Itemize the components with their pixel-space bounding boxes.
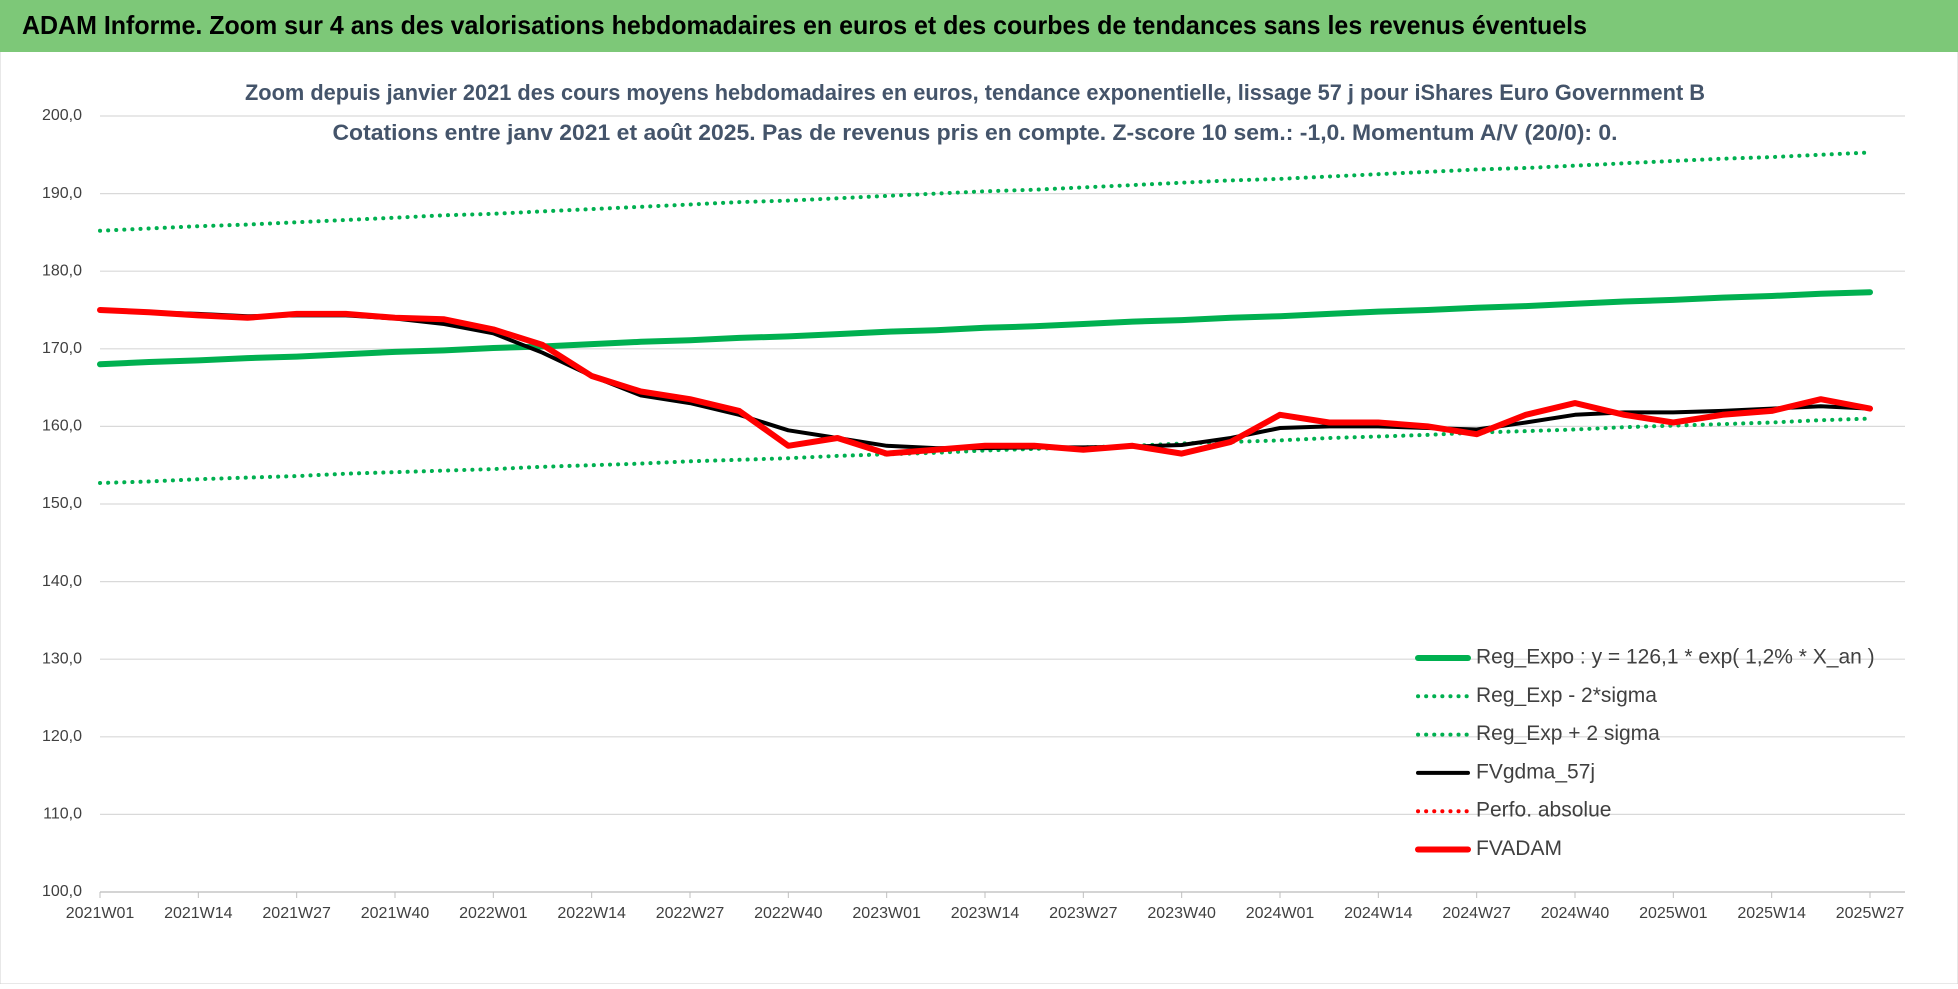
x-tick-label: 2024W27 bbox=[1442, 905, 1511, 922]
x-tick-label: 2022W01 bbox=[459, 905, 528, 922]
x-tick-label: 2023W14 bbox=[951, 905, 1020, 922]
y-tick-label: 180,0 bbox=[42, 262, 82, 279]
chart-subtitle: Cotations entre janv 2021 et août 2025. … bbox=[333, 120, 1618, 145]
x-tick-label: 2023W01 bbox=[852, 905, 921, 922]
x-tick-label: 2022W14 bbox=[557, 905, 626, 922]
x-tick-label: 2022W40 bbox=[754, 905, 823, 922]
x-tick-label: 2021W40 bbox=[361, 905, 430, 922]
series-line bbox=[97, 289, 1873, 368]
legend-label: FVADAM bbox=[1476, 837, 1562, 860]
legend-label: Reg_Exp - 2*sigma bbox=[1476, 684, 1657, 707]
y-tick-label: 120,0 bbox=[42, 728, 82, 745]
series-line bbox=[97, 307, 1873, 457]
y-tick-label: 170,0 bbox=[42, 340, 82, 357]
y-tick-label: 100,0 bbox=[42, 883, 82, 900]
x-tick-label: 2021W27 bbox=[262, 905, 331, 922]
x-tick-label: 2021W01 bbox=[66, 905, 135, 922]
x-tick-label: 2024W40 bbox=[1541, 905, 1610, 922]
x-tick-label: 2025W27 bbox=[1836, 905, 1905, 922]
y-tick-label: 150,0 bbox=[42, 495, 82, 512]
x-tick-label: 2025W14 bbox=[1737, 905, 1806, 922]
x-tick-label: 2023W40 bbox=[1147, 905, 1216, 922]
header-bar bbox=[0, 0, 1958, 52]
x-tick-label: 2021W14 bbox=[164, 905, 233, 922]
y-tick-label: 200,0 bbox=[42, 107, 82, 124]
x-tick-label: 2025W01 bbox=[1639, 905, 1708, 922]
chart-title: Zoom depuis janvier 2021 des cours moyen… bbox=[245, 80, 1705, 105]
legend-label: Perfo. absolue bbox=[1476, 799, 1611, 822]
y-tick-label: 110,0 bbox=[43, 806, 82, 823]
y-tick-label: 130,0 bbox=[42, 650, 82, 667]
y-tick-label: 190,0 bbox=[42, 185, 82, 202]
x-tick-label: 2024W01 bbox=[1246, 905, 1315, 922]
y-tick-label: 140,0 bbox=[42, 573, 82, 590]
series-line bbox=[98, 416, 1872, 485]
x-tick-label: 2023W27 bbox=[1049, 905, 1118, 922]
legend-label: Reg_Exp + 2 sigma bbox=[1476, 722, 1660, 745]
x-tick-label: 2022W27 bbox=[656, 905, 725, 922]
y-tick-label: 160,0 bbox=[42, 418, 82, 435]
legend-label: FVgdma_57j bbox=[1476, 760, 1595, 783]
x-tick-label: 2024W14 bbox=[1344, 905, 1413, 922]
legend-label: Reg_Expo : y = 126,1 * exp( 1,2% * X_an … bbox=[1476, 646, 1875, 669]
header-title: ADAM Informe. Zoom sur 4 ans des valoris… bbox=[22, 10, 1587, 40]
